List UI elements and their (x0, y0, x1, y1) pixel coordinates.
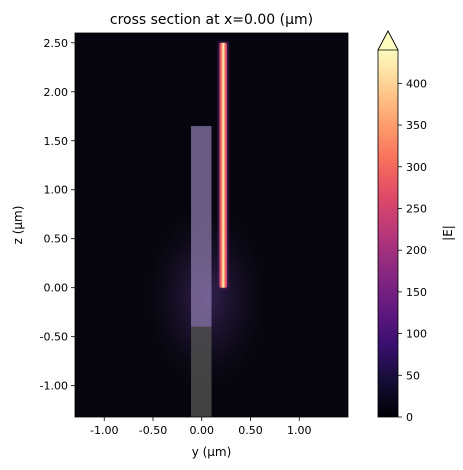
x-tick-label: 0.00 (190, 424, 215, 437)
colorbar-tick-label: 0 (406, 411, 413, 424)
colorbar-tick-label: 300 (406, 161, 427, 174)
colorbar-tick-label: 50 (406, 369, 420, 382)
colorbar-tick-label: 400 (406, 77, 427, 90)
colorbar-extend-triangle (377, 30, 399, 51)
y-tick-label: 2.50 (44, 37, 69, 50)
x-tick-label: -0.50 (139, 424, 167, 437)
y-tick-label: 1.50 (44, 135, 69, 148)
y-tick-label: 0.50 (44, 233, 69, 246)
colorbar-tick-label: 350 (406, 119, 427, 132)
colorbar: 0 50 100 150 200 250 300 350 400 |E| (377, 30, 455, 424)
y-tick-label: 1.00 (44, 184, 69, 197)
structure-upper-waveguide (191, 126, 212, 327)
x-tick-label: 1.00 (287, 424, 312, 437)
structure-lower-waveguide (191, 326, 212, 417)
y-tick-label: -0.50 (40, 331, 68, 344)
y-axis-label: z (µm) (11, 206, 25, 245)
colorbar-gradient (378, 50, 398, 417)
colorbar-tick-label: 150 (406, 286, 427, 299)
y-tick-label: 2.00 (44, 86, 69, 99)
field-hotspot (219, 42, 228, 288)
x-axis-label: y (µm) (192, 445, 232, 459)
x-tick-label: 0.50 (238, 424, 263, 437)
y-tick-label: -1.00 (40, 380, 68, 393)
x-tick-label: -1.00 (90, 424, 118, 437)
colorbar-tick-label: 200 (406, 244, 427, 257)
plot-frame (74, 32, 349, 418)
colorbar-frame (377, 30, 399, 418)
chart-title: cross section at x=0.00 (µm) (110, 12, 313, 28)
y-tick-label: 0.00 (44, 282, 69, 295)
colorbar-tick-label: 100 (406, 328, 427, 341)
colorbar-tick-label: 250 (406, 202, 427, 215)
colorbar-label: |E| (441, 225, 455, 241)
